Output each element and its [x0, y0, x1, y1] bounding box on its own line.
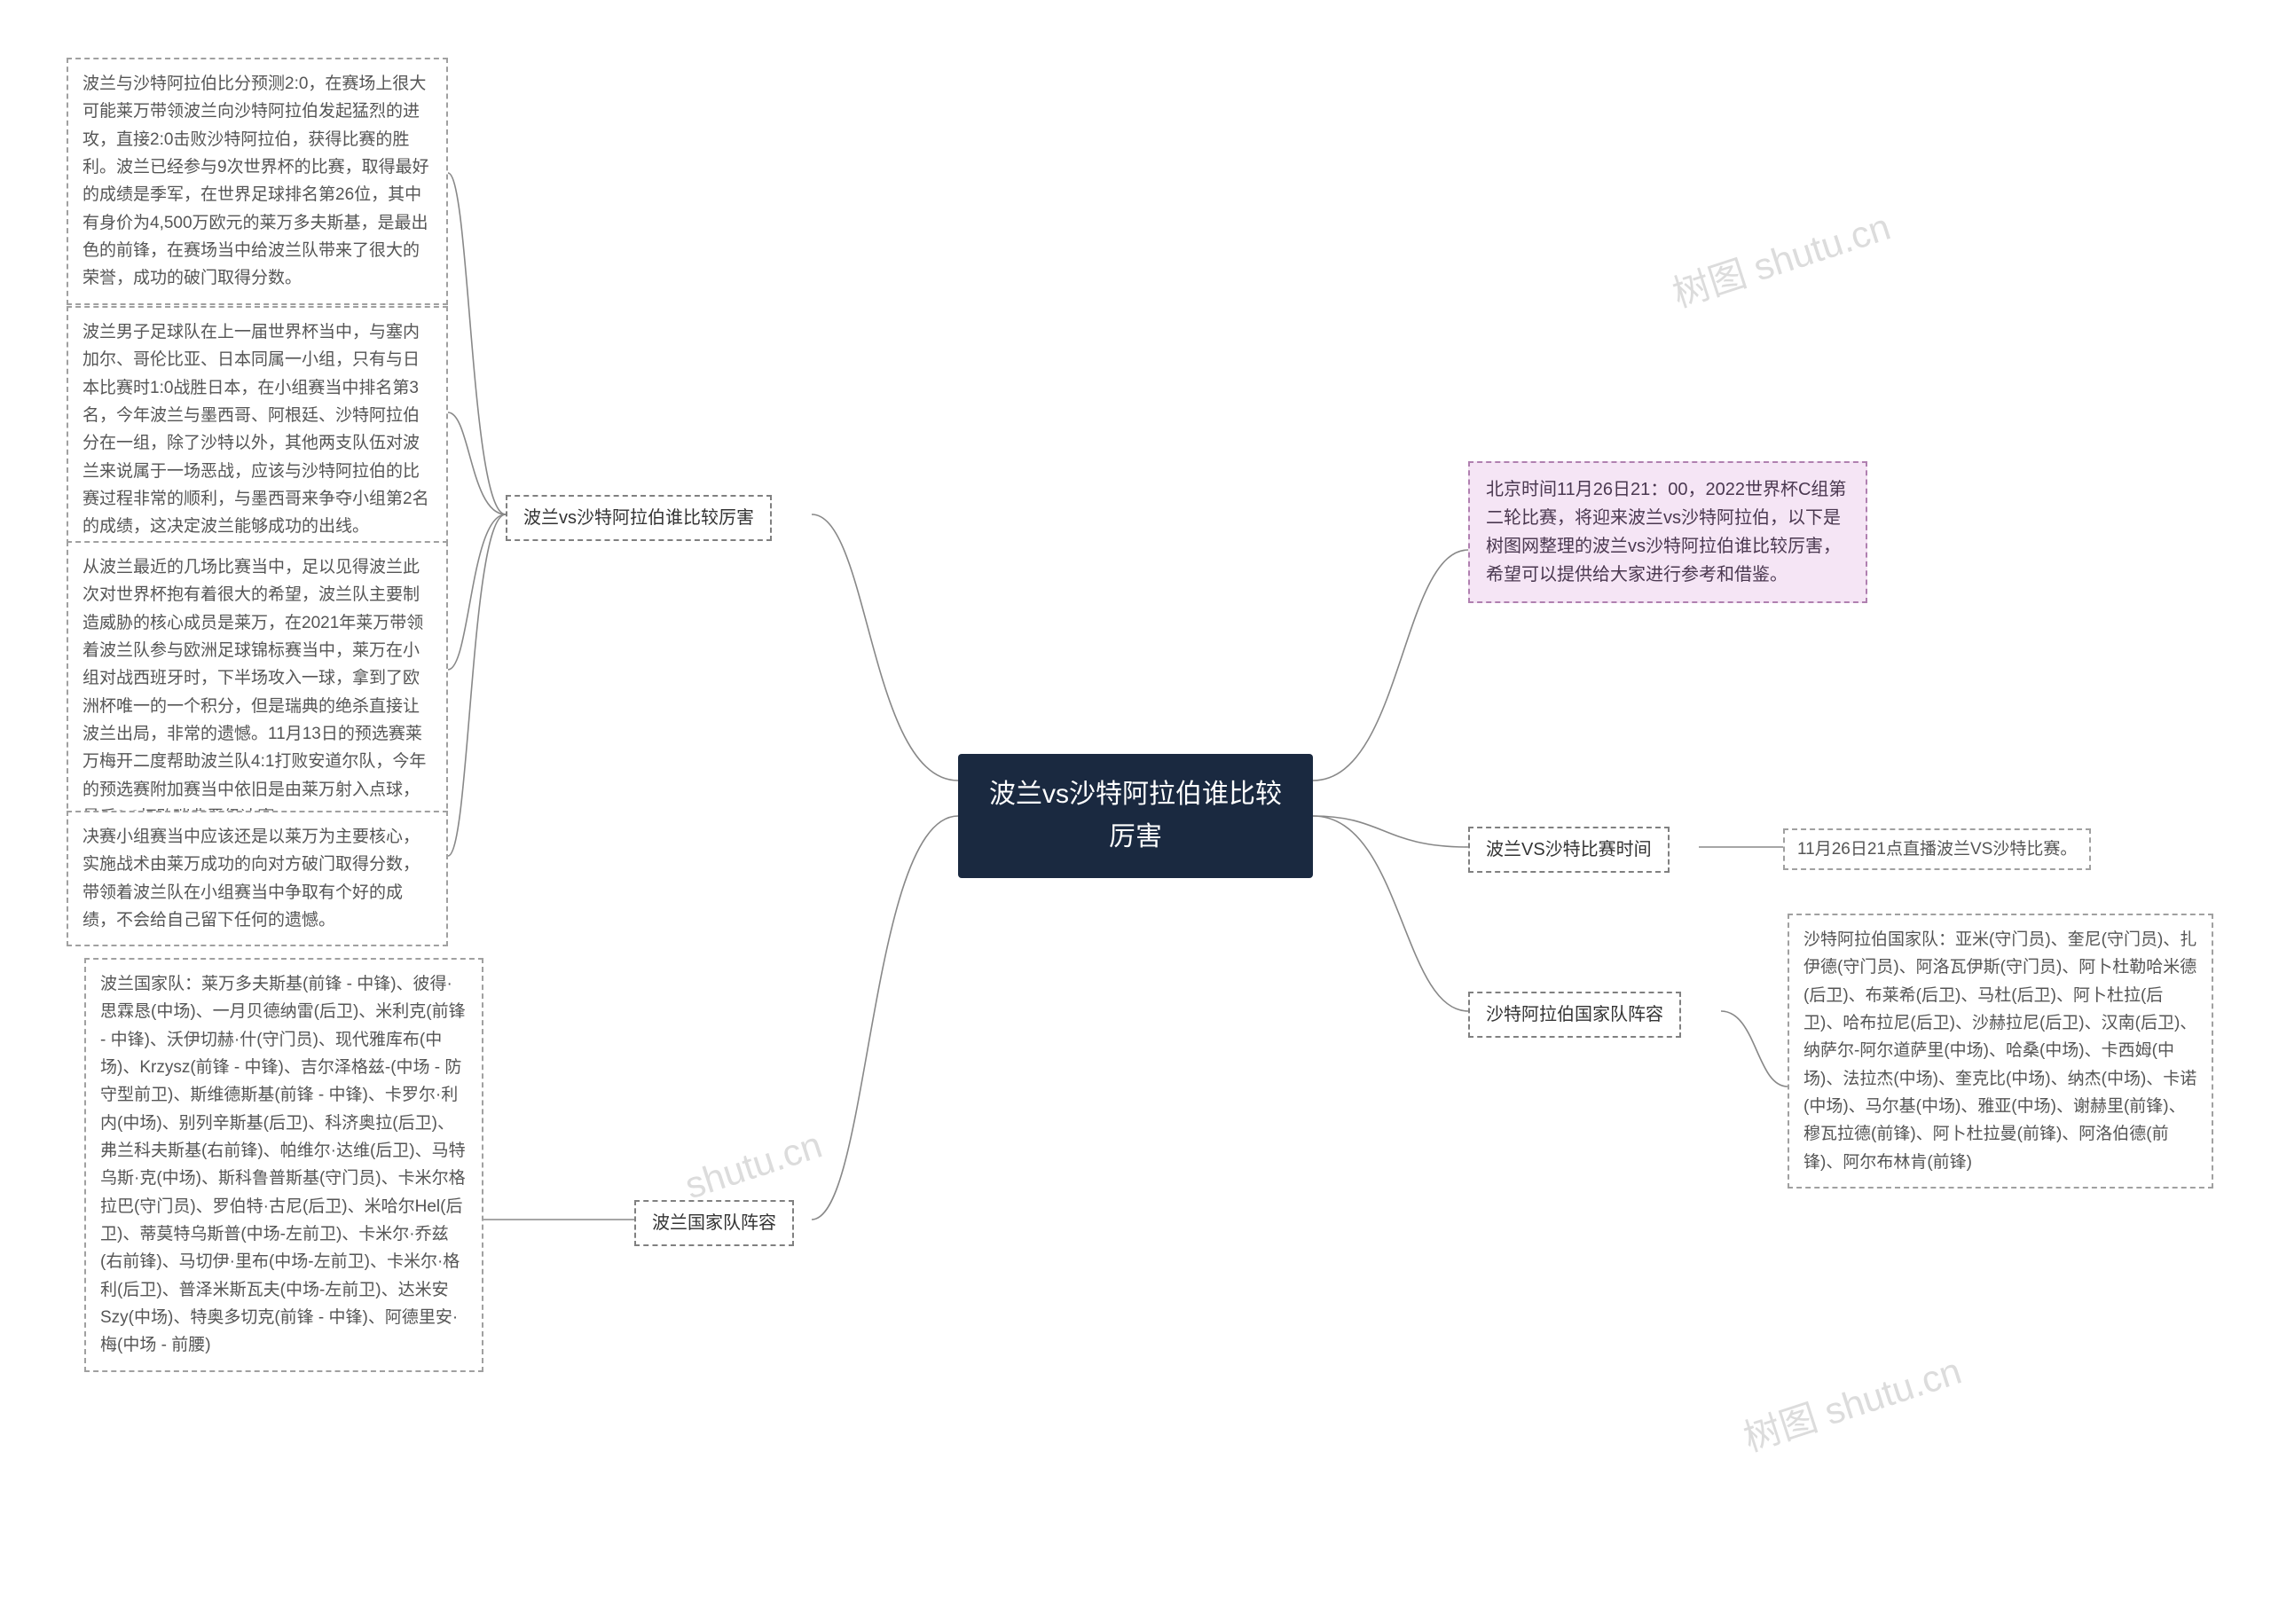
branch-saudi-squad[interactable]: 沙特阿拉伯国家队阵容	[1468, 992, 1681, 1038]
branch-who-better[interactable]: 波兰vs沙特阿拉伯谁比较厉害	[506, 495, 772, 541]
leaf-analysis-1: 波兰与沙特阿拉伯比分预测2:0，在赛场上很大可能莱万带领波兰向沙特阿拉伯发起猛烈…	[67, 58, 448, 305]
center-topic[interactable]: 波兰vs沙特阿拉伯谁比较厉害	[958, 754, 1313, 878]
intro-node[interactable]: 北京时间11月26日21：00，2022世界杯C组第二轮比赛，将迎来波兰vs沙特…	[1468, 461, 1867, 603]
leaf-analysis-3: 从波兰最近的几场比赛当中，足以见得波兰此次对世界杯抱有着很大的希望，波兰队主要制…	[67, 541, 448, 843]
branch-match-time[interactable]: 波兰VS沙特比赛时间	[1468, 827, 1670, 873]
leaf-analysis-4: 决赛小组赛当中应该还是以莱万为主要核心，实施战术由莱万成功的向对方破门取得分数，…	[67, 811, 448, 946]
branch-poland-squad[interactable]: 波兰国家队阵容	[634, 1200, 794, 1246]
leaf-saudi-squad-detail: 沙特阿拉伯国家队：亚米(守门员)、奎尼(守门员)、扎伊德(守门员)、阿洛瓦伊斯(…	[1788, 914, 2213, 1189]
leaf-match-time-detail: 11月26日21点直播波兰VS沙特比赛。	[1783, 828, 2091, 870]
leaf-poland-squad-detail: 波兰国家队：莱万多夫斯基(前锋 - 中锋)、彼得·思霖恳(中场)、一月贝德纳雷(…	[84, 958, 483, 1372]
leaf-analysis-2: 波兰男子足球队在上一届世界杯当中，与塞内加尔、哥伦比亚、日本同属一小组，只有与日…	[67, 306, 448, 553]
